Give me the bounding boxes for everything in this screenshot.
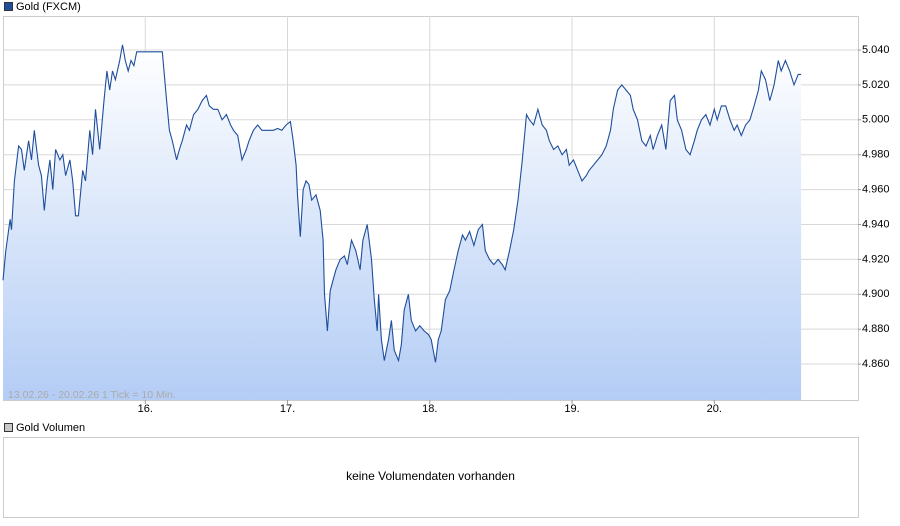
y-tick-label: 5.020 xyxy=(862,79,890,91)
x-tick-label: 17. xyxy=(280,403,295,415)
x-tick-label: 16. xyxy=(138,403,153,415)
y-tick-label: 4.880 xyxy=(862,323,890,335)
y-tick-label: 4.920 xyxy=(862,253,890,265)
y-tick-label: 5.000 xyxy=(862,114,890,126)
y-tick-label: 4.940 xyxy=(862,218,890,230)
legend-label: Gold (FXCM) xyxy=(16,1,81,13)
y-tick-label: 5.040 xyxy=(862,44,890,56)
annotation: 13.02.26 - 20.02.26 1 Tick = 10 Min. xyxy=(8,389,176,401)
y-tick-label: 4.860 xyxy=(862,358,890,370)
annotation: keine Volumendaten vorhanden xyxy=(346,469,515,483)
x-tick-label: 18. xyxy=(422,403,437,415)
y-tick-label: 4.900 xyxy=(862,288,890,300)
legend-swatch xyxy=(4,423,13,432)
volume-frame xyxy=(3,437,859,518)
x-tick-label: 20. xyxy=(707,403,722,415)
x-tick-label: 19. xyxy=(564,403,579,415)
y-tick-label: 4.960 xyxy=(862,184,890,196)
area xyxy=(3,44,802,401)
y-tick-label: 4.980 xyxy=(862,149,890,161)
legend-swatch xyxy=(4,2,13,11)
price-line xyxy=(2,44,802,363)
legend-label: Gold Volumen xyxy=(16,422,85,434)
